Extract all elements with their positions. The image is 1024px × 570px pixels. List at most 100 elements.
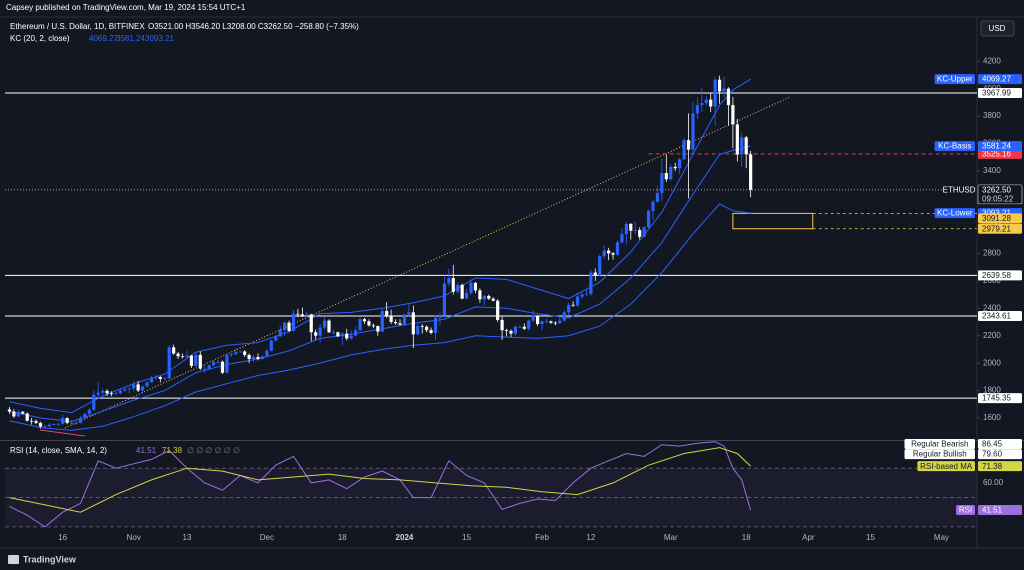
- candle-body: [735, 124, 739, 155]
- candle-body: [722, 88, 726, 92]
- candle-body: [673, 166, 677, 169]
- candle-body: [220, 361, 225, 373]
- axis-tag-bg: [978, 505, 1022, 516]
- candle-body: [504, 330, 509, 332]
- candle-body: [185, 355, 189, 357]
- candle-body: [744, 137, 748, 155]
- kc-legend-value: 4069.27: [89, 34, 118, 43]
- candle-body: [83, 413, 87, 419]
- candle-body: [651, 201, 655, 211]
- candle-body: [43, 426, 47, 428]
- y-tick-label: 2600: [983, 276, 1001, 285]
- name-tag-bg: [934, 141, 975, 152]
- candle-body: [12, 411, 16, 417]
- candle-body: [300, 314, 304, 316]
- x-tick-label: Dec: [260, 533, 274, 542]
- candle-body: [327, 320, 331, 333]
- y-tick-label: 3400: [983, 166, 1001, 175]
- candle-body: [92, 394, 96, 410]
- axis-tag-bg: [978, 439, 1022, 450]
- candle-body: [389, 315, 393, 322]
- candle-body: [336, 332, 340, 337]
- y-tick-label: 1600: [983, 413, 1001, 422]
- candle-body: [451, 278, 455, 292]
- name-tag: Regular Bullish: [913, 450, 967, 459]
- symbol-title: Ethereum / U.S. Dollar, 1D, BITFINEX: [10, 22, 145, 31]
- plot: 1600180020002200240026002800300032003400…: [5, 56, 1023, 542]
- candle-body: [385, 310, 389, 316]
- candle-body: [127, 388, 131, 390]
- candle-body: [575, 296, 580, 306]
- y-tick-label: 2200: [983, 331, 1001, 340]
- kc-legend-value: 3581.24: [116, 34, 145, 43]
- candle-body: [172, 347, 176, 354]
- currency-button[interactable]: [980, 20, 1015, 37]
- candle-body: [429, 330, 433, 333]
- candle-body: [274, 336, 278, 341]
- candle-body: [260, 356, 265, 360]
- axis-tag: 3581.24: [982, 142, 1011, 151]
- x-tick-label: 15: [866, 533, 875, 542]
- brand-name: TradingView: [23, 554, 77, 564]
- x-tick-label: 18: [338, 533, 347, 542]
- candle-body: [287, 322, 291, 331]
- candle-body: [598, 256, 602, 276]
- divergence-line: [39, 429, 86, 437]
- name-tag: RSI-based MA: [920, 462, 973, 471]
- candle-body: [123, 389, 127, 391]
- candle-body: [367, 321, 371, 326]
- candle-body: [713, 79, 717, 107]
- candle-body: [567, 304, 571, 313]
- candle-body: [376, 326, 380, 332]
- candle-body: [695, 105, 699, 114]
- candle-body: [101, 390, 105, 393]
- candle-body: [362, 319, 367, 322]
- x-tick-label: Mar: [664, 533, 678, 542]
- candle-body: [487, 295, 491, 299]
- x-tick-label: Nov: [127, 533, 141, 542]
- candle-body: [678, 159, 682, 169]
- name-tag-bg: [904, 449, 975, 460]
- candle-body: [238, 351, 242, 353]
- axis-tag-bg: [978, 461, 1022, 472]
- candle-body: [602, 250, 606, 257]
- candle-body: [16, 411, 20, 417]
- x-tick-label: 16: [58, 533, 67, 542]
- axis-tag-bg: [978, 88, 1022, 99]
- candle-body: [686, 140, 691, 150]
- publisher: Capsey published on TradingView.com, Mar…: [6, 3, 246, 12]
- candle-body: [655, 192, 660, 202]
- candle-body: [580, 294, 584, 297]
- axis-tag: 79.60: [982, 450, 1003, 459]
- candle-body: [531, 315, 535, 321]
- axis-tag-bg: [978, 270, 1022, 281]
- candle-body: [442, 283, 446, 316]
- candle-body: [749, 154, 753, 190]
- candle-body: [52, 424, 56, 426]
- candle-body: [584, 293, 589, 295]
- candle-body: [225, 354, 229, 373]
- name-tag: RSI: [959, 506, 972, 515]
- candle-body: [704, 99, 708, 104]
- candle-body: [56, 423, 60, 425]
- axis-tag-bg: [978, 148, 1022, 159]
- candle-body: [629, 223, 633, 231]
- candle-body: [207, 365, 211, 369]
- brand: TradingView: [8, 554, 77, 564]
- axis-tag-bg: [978, 449, 1022, 460]
- candle-body: [642, 227, 646, 237]
- y-tick-label: 2000: [983, 358, 1001, 367]
- candle-body: [331, 332, 336, 334]
- axis-tag-bg: [978, 393, 1022, 404]
- candle-body: [726, 88, 731, 106]
- kc-legend: KC (20, 2, close): [10, 34, 70, 43]
- candle-body: [96, 392, 100, 395]
- candle-body: [229, 354, 233, 356]
- x-tick-label: May: [934, 533, 949, 542]
- candle-body: [149, 377, 154, 383]
- candle-body: [420, 326, 424, 327]
- candle-body: [371, 325, 375, 327]
- candle-body: [322, 320, 327, 328]
- candle-body: [593, 272, 597, 276]
- name-tag: KC-Basis: [938, 142, 971, 151]
